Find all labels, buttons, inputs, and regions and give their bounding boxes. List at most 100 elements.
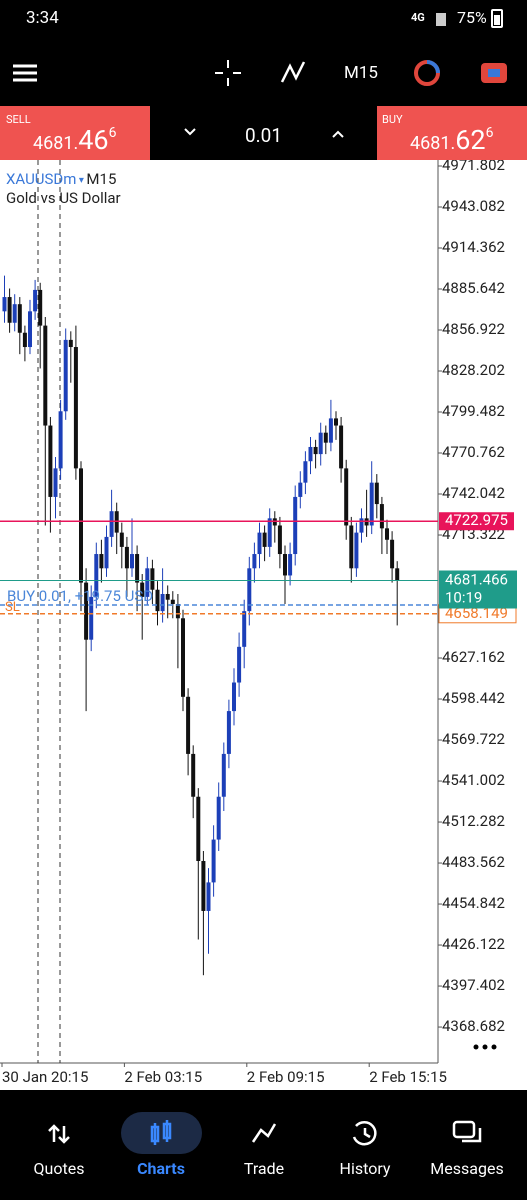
x-tick-label: 2 Feb 15:15 (369, 1068, 447, 1086)
candle-body (354, 532, 359, 569)
candle-body (237, 646, 242, 683)
candle-body (170, 599, 175, 605)
candle-body (349, 525, 354, 569)
battery-level (494, 15, 500, 25)
y-tick-label: 4598.442 (442, 689, 505, 707)
signal-icon (436, 13, 446, 26)
candle-body (211, 839, 216, 883)
candle-body (303, 461, 308, 483)
one-click-button[interactable] (481, 63, 507, 83)
candle-body (288, 554, 293, 576)
candle-body (221, 753, 226, 797)
buy-price: 4681.626 (410, 124, 493, 156)
candle-body (206, 882, 211, 911)
sell-button[interactable]: SELL 4681.466 (0, 106, 150, 160)
more-button[interactable] (473, 1044, 497, 1050)
position-label: BUY 0.01, +19.75 USD (7, 587, 153, 605)
y-tick-label: 4770.762 (442, 443, 505, 461)
candle-body (150, 568, 155, 590)
candle-body (232, 682, 236, 712)
alert-label-box (439, 512, 514, 531)
y-tick-label: 4885.642 (442, 279, 505, 297)
candle-body (344, 468, 349, 526)
y-tick-label: 4971.802 (442, 160, 505, 174)
candle-body (99, 554, 104, 569)
candle-body (53, 468, 58, 497)
bottom-nav (48, 1112, 482, 1154)
battery-text: 75% (457, 8, 487, 27)
indicators-button[interactable] (280, 61, 306, 83)
candle-body (298, 482, 303, 497)
messages-icon (452, 1120, 482, 1143)
candle-body (63, 339, 68, 412)
nav-tab[interactable]: Quotes (33, 1159, 85, 1178)
timeframe-button[interactable]: M15 (344, 63, 378, 83)
y-tick-label: 4856.922 (442, 320, 505, 338)
candle-body (395, 568, 400, 581)
symbol-description: Gold vs US Dollar (6, 189, 121, 207)
sell-label: SELL (6, 113, 31, 126)
candle-body (165, 594, 170, 600)
candle-body (308, 446, 313, 462)
candle-body (33, 289, 38, 312)
candle-body (22, 332, 27, 348)
crosshair-button[interactable] (215, 60, 241, 86)
nav-tab[interactable]: Messages (430, 1159, 504, 1178)
trade-button[interactable] (414, 60, 440, 86)
y-tick-label: 4828.202 (442, 361, 505, 379)
current-price-label: 4681.466 (445, 570, 508, 588)
candle-body (124, 546, 129, 569)
candle-body (12, 304, 17, 323)
candle-body (94, 554, 99, 597)
candle-body (89, 596, 94, 640)
candle-body (140, 582, 145, 597)
x-tick-label: 30 Jan 20:15 (2, 1068, 88, 1086)
nav-tab[interactable]: History (339, 1159, 391, 1178)
candle-body (175, 604, 180, 619)
nav-tab[interactable]: Charts (137, 1159, 185, 1178)
y-tick-label: 4541.002 (442, 771, 505, 789)
candle-body (181, 618, 185, 697)
candle-body (277, 525, 282, 555)
candle-body (385, 528, 389, 540)
menu-button[interactable] (13, 64, 37, 82)
buy-button[interactable]: BUY 4681.626 (377, 106, 527, 160)
symbol-line: XAUUSDm ▾ M15 (6, 170, 116, 188)
y-tick-label: 4454.842 (442, 894, 505, 912)
candle-body (109, 511, 114, 537)
candle-body (328, 418, 333, 443)
candle-body (135, 554, 140, 583)
sell-price-sup: 6 (108, 125, 117, 141)
active-tab-pill (121, 1112, 202, 1154)
chart: XAUUSDm ▾ M15 Gold vs US Dollar 4971.802… (0, 160, 527, 1090)
lot-decrease[interactable] (184, 128, 196, 136)
symbol-arrow: ▾ (76, 175, 86, 186)
candle-body (323, 432, 328, 443)
candle-body (390, 539, 395, 569)
y-tick-label: 4368.682 (442, 1017, 505, 1035)
candle-body (252, 554, 257, 569)
lot-increase[interactable] (332, 130, 344, 138)
lot-size[interactable]: 0.01 (244, 124, 283, 147)
nav-tab[interactable]: Trade (243, 1159, 285, 1178)
candle-body (79, 468, 83, 583)
sell-price-big: 46 (78, 124, 109, 156)
current-price-box (439, 570, 517, 609)
candle-body (73, 347, 78, 469)
candle-body (318, 432, 323, 455)
battery-icon (491, 9, 503, 28)
candle-body (48, 425, 53, 497)
candle-body (369, 482, 374, 526)
candle-body (379, 504, 384, 529)
trade-icon (251, 1123, 277, 1143)
chart-timeframe: M15 (86, 170, 116, 188)
x-tick-label: 2 Feb 03:15 (124, 1068, 202, 1086)
candle-body (130, 554, 134, 569)
y-tick-label: 4742.042 (442, 484, 505, 502)
candle-body (104, 536, 109, 569)
buy-price-main: 4681. (410, 133, 456, 154)
candle-body (68, 339, 73, 348)
buy-label: BUY (382, 113, 403, 126)
candle-body (191, 753, 196, 797)
buy-price-sup: 6 (485, 125, 494, 141)
